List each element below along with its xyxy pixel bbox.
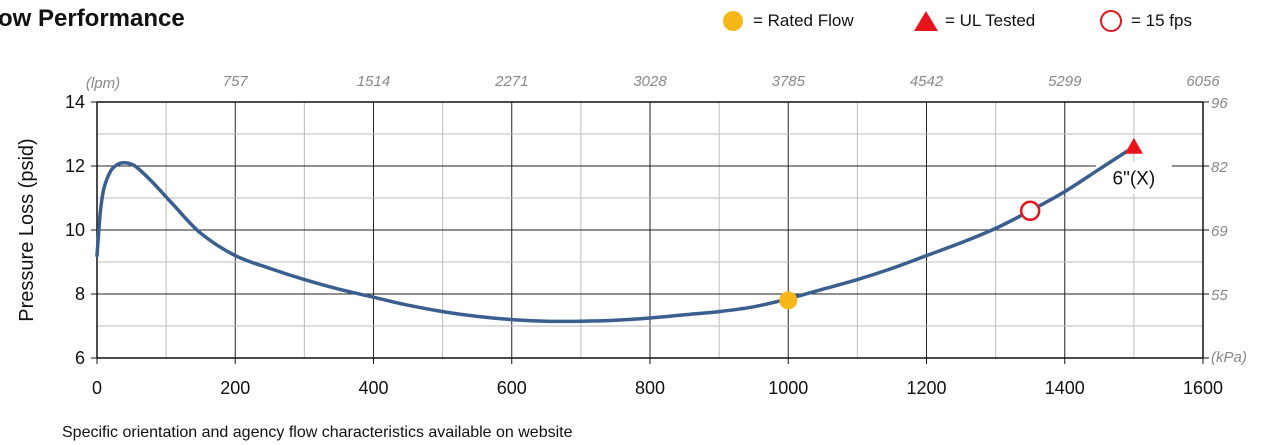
top-tick-label: 3785 [772, 73, 806, 90]
x-tick-label: 400 [358, 378, 388, 398]
top-tick-label: 5299 [1048, 73, 1082, 90]
top-tick-label: 3028 [633, 73, 667, 90]
markers [779, 137, 1143, 310]
x-tick-label: 1400 [1045, 378, 1085, 398]
ul-tested-marker [1124, 137, 1143, 154]
y-tick-label: 12 [65, 156, 85, 176]
legend-ul-tested-label: = UL Tested [945, 11, 1036, 30]
y-tick-label: 14 [65, 92, 85, 112]
legend-rated-flow-label: = Rated Flow [753, 11, 854, 30]
fifteen-fps-marker [1019, 200, 1041, 222]
legend-15-fps-label: = 15 fps [1131, 11, 1192, 30]
x-tick-label: 0 [92, 378, 102, 398]
top-axis-unit: (lpm) [86, 75, 120, 92]
x-tick-label: 1200 [906, 378, 946, 398]
x-tick-label: 1600 [1183, 378, 1223, 398]
series-label-background [1095, 161, 1172, 194]
right-tick-label: 69 [1211, 223, 1228, 240]
top-tick-label: 1514 [357, 73, 390, 90]
y-tick-label: 10 [65, 220, 85, 240]
right-tick-label: 55 [1211, 287, 1228, 304]
top-tick-label: 2271 [494, 73, 528, 90]
axes [91, 101, 1209, 364]
ul-tested-marker-icon [914, 11, 938, 31]
series: 6"(X) [95, 145, 1172, 324]
chart-title: ow Performance [0, 5, 185, 32]
top-tick-label: 6056 [1186, 73, 1220, 90]
right-tick-label: 96 [1211, 95, 1228, 112]
legend-rated-flow: = Rated Flow [720, 9, 854, 33]
rated-flow-marker [779, 291, 798, 310]
x-tick-label: 200 [220, 378, 250, 398]
right-tick-label: 82 [1211, 159, 1228, 176]
performance-chart: 0 200 400 600 800 1000 1200 1400 1600 6 8 10 12 14(lp… [16, 73, 1247, 398]
x-tick-label: 600 [497, 378, 527, 398]
tick-labels: 0 200 400 600 800 1000 1200 1400 1600 6 8 10 12 14(lp… [16, 73, 1247, 398]
top-tick-label: 4542 [910, 73, 944, 90]
footnote: Specific orientation and agency flow cha… [62, 424, 573, 441]
rated-flow-marker-icon [723, 11, 743, 31]
fifteen-fps-marker-icon [1100, 10, 1122, 32]
x-tick-label: 1000 [768, 378, 808, 398]
pressure-loss-line [95, 145, 1136, 324]
y-tick-label: 8 [75, 284, 85, 304]
legend-ul-tested: = UL Tested [912, 9, 1035, 33]
series-label: 6"(X) [1113, 169, 1156, 190]
legend-15-fps: = 15 fps [1098, 9, 1192, 33]
y-tick-label: 6 [75, 348, 85, 368]
x-tick-label: 800 [635, 378, 665, 398]
top-tick-label: 757 [223, 73, 249, 90]
y-axis-title: Pressure Loss (psid) [16, 138, 38, 321]
right-axis-unit: (kPa) [1211, 349, 1247, 366]
